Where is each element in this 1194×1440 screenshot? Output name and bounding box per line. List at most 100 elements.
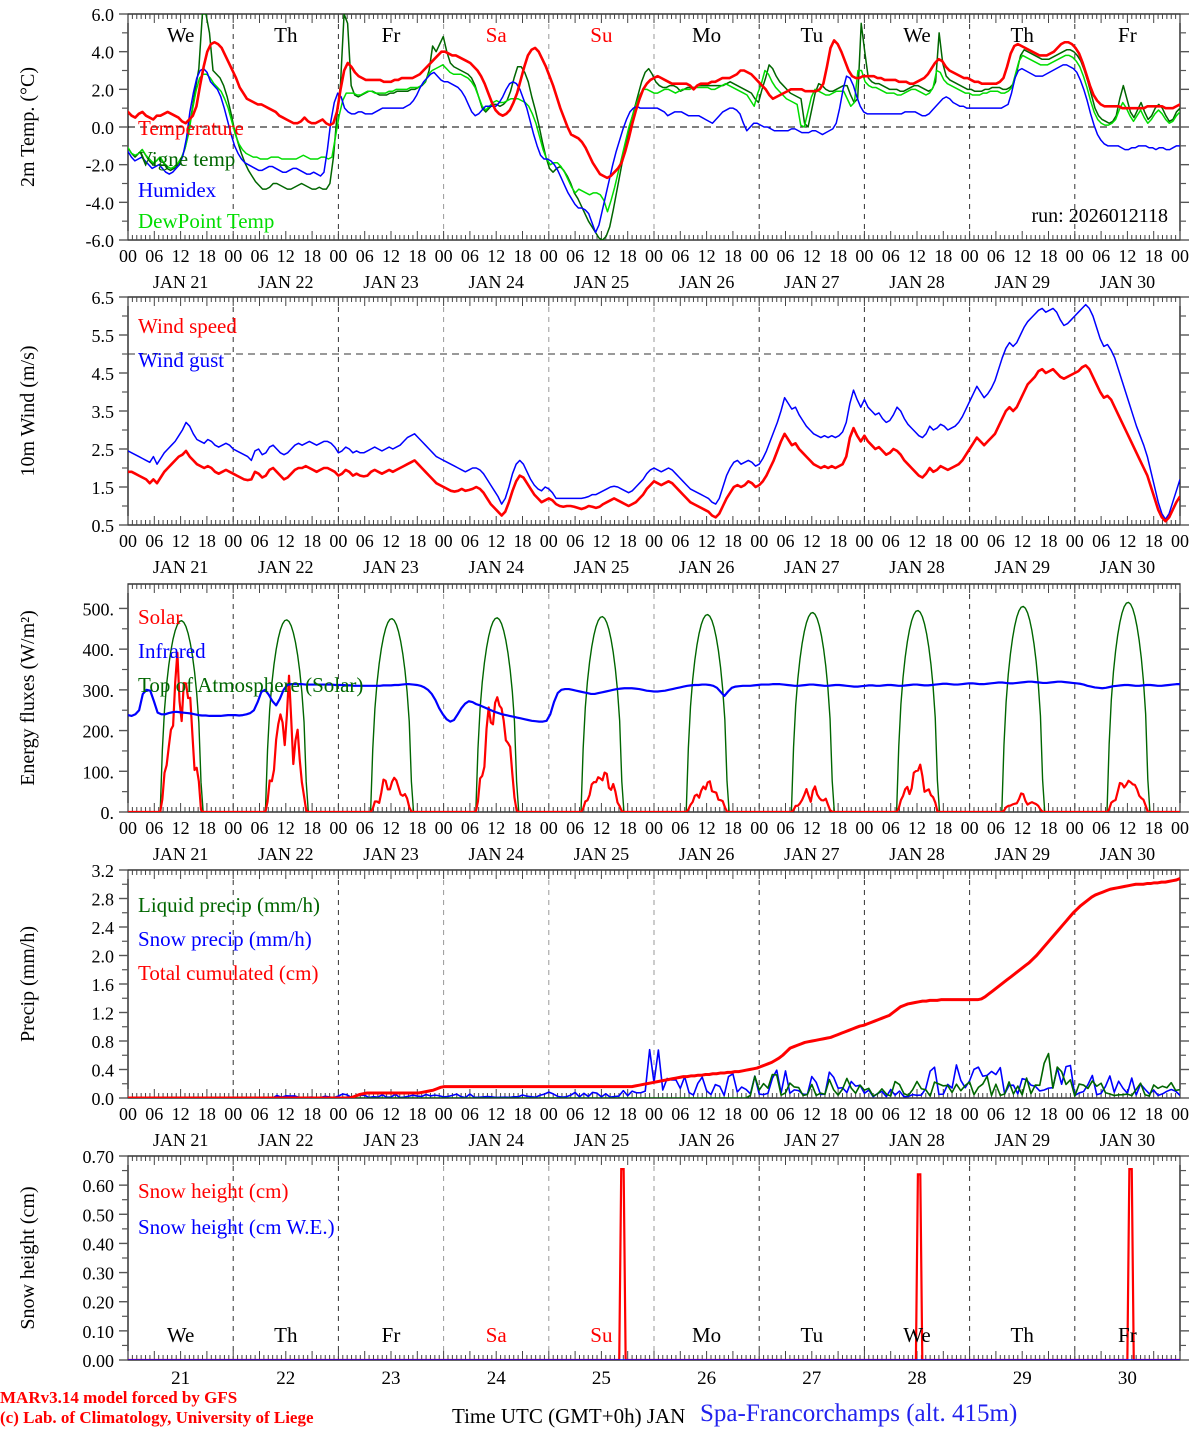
site-title: Spa-Francorchamps (alt. 415m): [700, 1400, 1018, 1427]
x-hour-label: 00: [435, 246, 453, 266]
x-hour-label: 18: [514, 246, 532, 266]
x-day-label: JAN 25: [574, 844, 630, 864]
legend-item-3: Top of Atmosphere (Solar): [138, 673, 363, 697]
x-hour-label: 12: [487, 531, 505, 551]
x-hour-label: 06: [1092, 1104, 1110, 1124]
series-group: [128, 1168, 1180, 1360]
x-hour-label: 12: [698, 1104, 716, 1124]
x-hour-label: 18: [303, 246, 321, 266]
x-hour-label: 18: [724, 246, 742, 266]
x-hour-label: 12: [908, 818, 926, 838]
x-hour-label: 18: [1040, 818, 1058, 838]
y-tick-label: 0.10: [83, 1322, 115, 1342]
y-tick-label: 0.70: [83, 1147, 115, 1167]
x-hour-label: 18: [303, 1104, 321, 1124]
x-hour-label: 12: [277, 531, 295, 551]
panel-wind: 0.5 1.5 2.5 3.5 4.5 5.5 6.5 10m Wind (m/s) Wind …: [0, 285, 1194, 577]
run-label: run: 2026012118: [1032, 205, 1168, 227]
weekday-label: Th: [1011, 23, 1035, 47]
y-tick-label: 2.5: [92, 440, 115, 460]
x-hour-label: 06: [882, 246, 900, 266]
x-day-label: JAN 29: [994, 272, 1050, 292]
x-hour-label: 18: [934, 531, 952, 551]
y-tick-label: 6.0: [92, 5, 115, 25]
x-hour-label: 12: [277, 246, 295, 266]
x-day-number: 28: [908, 1368, 927, 1389]
y-tick-label: 100.: [83, 762, 115, 782]
y-tick-label: 0.30: [83, 1264, 115, 1284]
x-hour-label: 12: [1118, 818, 1136, 838]
y-tick-label: 0.8: [92, 1032, 115, 1052]
panel-precip: 0.0 0.4 0.8 1.2 1.6 2.0 2.4 2.8 3.2 Precip (mm/h)…: [0, 858, 1194, 1150]
x-day-label: JAN 24: [468, 1130, 524, 1150]
x-hour-label: 00: [224, 531, 242, 551]
x-hour-label: 12: [592, 1104, 610, 1124]
y-tick-label: 0.5: [92, 516, 115, 536]
x-hour-label: 12: [382, 1104, 400, 1124]
y-tick-label: 400.: [83, 640, 115, 660]
legend-item-3: Humidex: [138, 178, 217, 202]
x-hour-label: 18: [619, 531, 637, 551]
x-hour-label: 00: [119, 531, 137, 551]
x-hour-label: 06: [356, 531, 374, 551]
x-hour-label: 12: [487, 818, 505, 838]
x-hour-label: 00: [961, 246, 979, 266]
y-tick-label: 500.: [83, 599, 115, 619]
x-day-label: JAN 30: [1100, 844, 1156, 864]
x-day-number: 22: [276, 1368, 295, 1389]
legend-item-4: DewPoint Temp: [138, 209, 274, 233]
weekday-label: Mo: [692, 1323, 721, 1347]
weekday-label: Sa: [486, 23, 508, 47]
x-hour-label: 18: [829, 1104, 847, 1124]
footer-credits: MARv3.14 model forced by GFS (c) Lab. of…: [0, 1388, 420, 1428]
x-hour-label: 18: [619, 246, 637, 266]
x-hour-label: 06: [1092, 531, 1110, 551]
x-day-label: JAN 25: [574, 1130, 630, 1150]
x-hour-label: 06: [356, 1104, 374, 1124]
x-hour-label: 00: [645, 531, 663, 551]
y-axis-label: 10m Wind (m/s): [17, 345, 39, 476]
x-hour-label: 18: [724, 531, 742, 551]
series-line-wind-gust: [128, 303, 1180, 521]
chart-energy_fluxes: 0. 100. 200. 300. 400. 500. Energy fluxes (W/m…: [17, 583, 1189, 864]
x-day-label: JAN 22: [258, 272, 314, 292]
legend-item-1: Wind speed: [138, 314, 237, 338]
series-line-wind-speed: [128, 364, 1180, 523]
chart-wind: 0.5 1.5 2.5 3.5 4.5 5.5 6.5 10m Wind (m/s) Wind …: [17, 288, 1189, 577]
x-hour-label: 12: [803, 246, 821, 266]
weekday-label: Tu: [801, 23, 824, 47]
y-tick-label: 0.40: [83, 1234, 115, 1254]
x-day-number: 30: [1118, 1368, 1137, 1389]
x-hour-label: 12: [803, 531, 821, 551]
series-line-top-of-atmosphere: [128, 601, 1180, 812]
legend-item-2: Vigne temp: [138, 147, 235, 171]
x-hour-label: 18: [619, 1104, 637, 1124]
y-tick-label: 0.0: [92, 118, 115, 138]
x-hour-label: 00: [435, 818, 453, 838]
y-tick-label: 300.: [83, 681, 115, 701]
y-tick-label: 0.20: [83, 1293, 115, 1313]
legend-item-2: Snow height (cm W.E.): [138, 1215, 335, 1239]
weekday-label: Su: [590, 1323, 613, 1347]
x-day-label: JAN 23: [363, 557, 419, 577]
x-hour-label: 06: [777, 246, 795, 266]
y-tick-label: -6.0: [86, 231, 115, 251]
x-hour-label: 06: [777, 1104, 795, 1124]
x-day-label: JAN 24: [468, 557, 524, 577]
x-hour-label: 18: [198, 246, 216, 266]
x-hour-label: 00: [1171, 246, 1189, 266]
x-hour-label: 00: [1066, 1104, 1084, 1124]
x-day-label: JAN 29: [994, 844, 1050, 864]
legend-item-2: Wind gust: [138, 348, 224, 372]
x-day-label: JAN 30: [1100, 1130, 1156, 1150]
x-hour-label: 06: [145, 818, 163, 838]
x-day-label: JAN 26: [679, 272, 735, 292]
series-group: [128, 877, 1180, 1098]
x-hour-label: 00: [645, 818, 663, 838]
x-hour-label: 00: [1066, 246, 1084, 266]
x-hour-label: 12: [698, 818, 716, 838]
x-hour-label: 00: [750, 531, 768, 551]
x-hour-label: 18: [1040, 531, 1058, 551]
x-hour-label: 12: [172, 246, 190, 266]
weekday-label: We: [903, 1323, 930, 1347]
